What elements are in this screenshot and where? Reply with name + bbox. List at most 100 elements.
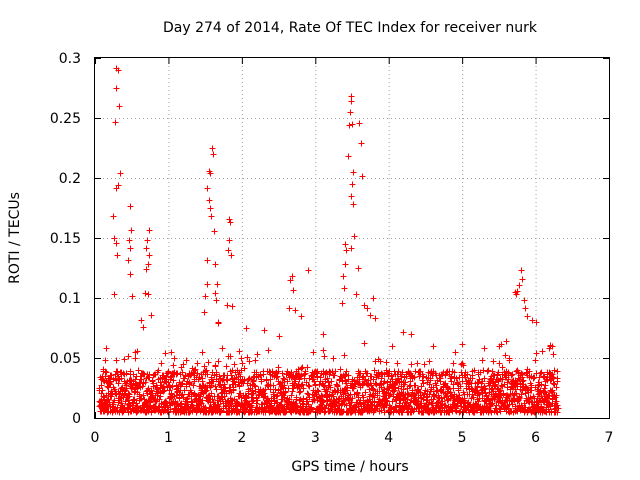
data-point xyxy=(374,372,381,379)
data-point xyxy=(183,396,190,403)
x-tick-label: 3 xyxy=(311,430,320,446)
data-point xyxy=(296,376,303,383)
data-point xyxy=(227,353,234,360)
data-point xyxy=(343,368,350,375)
data-point xyxy=(155,367,162,374)
data-point xyxy=(125,257,132,264)
data-point xyxy=(528,382,535,389)
data-point xyxy=(469,375,476,382)
data-point xyxy=(123,382,130,389)
data-point xyxy=(179,369,186,376)
data-point xyxy=(505,376,512,383)
data-point xyxy=(225,247,232,254)
data-point xyxy=(538,369,545,376)
data-point xyxy=(314,387,321,394)
data-point xyxy=(320,331,327,338)
data-point xyxy=(370,295,377,302)
data-point xyxy=(165,369,172,376)
data-point xyxy=(204,371,211,378)
data-point xyxy=(108,372,115,379)
data-point xyxy=(261,327,268,334)
data-point xyxy=(402,379,409,386)
data-point xyxy=(224,377,231,384)
data-point xyxy=(103,369,110,376)
data-point xyxy=(139,383,146,390)
data-point xyxy=(170,377,177,384)
data-point xyxy=(437,378,444,385)
data-point xyxy=(320,347,327,354)
data-point xyxy=(179,391,186,398)
data-point xyxy=(158,360,165,367)
data-point xyxy=(140,370,147,377)
data-point xyxy=(127,203,134,210)
data-point xyxy=(308,404,315,411)
data-point xyxy=(121,356,128,363)
data-point xyxy=(311,378,318,385)
data-point xyxy=(341,352,348,359)
data-point xyxy=(277,401,284,408)
data-point xyxy=(100,393,107,400)
data-point xyxy=(254,397,261,404)
data-point xyxy=(274,392,281,399)
grid xyxy=(95,58,609,418)
data-point xyxy=(305,382,312,389)
data-point xyxy=(305,401,312,408)
data-point xyxy=(134,408,141,415)
y-tick-label: 0.1 xyxy=(59,291,81,307)
data-point xyxy=(426,358,433,365)
data-point xyxy=(100,377,107,384)
data-point xyxy=(239,360,246,367)
data-point xyxy=(506,357,513,364)
data-point xyxy=(254,351,261,358)
x-tick-label: 4 xyxy=(384,430,393,446)
data-point xyxy=(435,394,442,401)
data-point xyxy=(273,393,280,400)
data-point xyxy=(171,355,178,362)
data-point xyxy=(549,387,556,394)
data-point xyxy=(330,355,337,362)
data-point xyxy=(378,375,385,382)
data-point xyxy=(236,348,243,355)
data-point xyxy=(490,358,497,365)
data-point xyxy=(227,219,234,226)
data-point xyxy=(342,371,349,378)
data-point xyxy=(519,371,526,378)
x-tick-label: 6 xyxy=(531,430,540,446)
data-point xyxy=(343,247,350,254)
data-point xyxy=(368,382,375,389)
data-point xyxy=(274,373,281,380)
data-point xyxy=(345,153,352,160)
data-point xyxy=(400,386,407,393)
data-point xyxy=(498,382,505,389)
data-point xyxy=(524,313,531,320)
data-point xyxy=(470,408,477,415)
data-point xyxy=(99,400,106,407)
data-point xyxy=(361,340,368,347)
data-point xyxy=(381,378,388,385)
data-point xyxy=(116,103,123,110)
data-point xyxy=(103,345,110,352)
data-point xyxy=(160,383,167,390)
data-point xyxy=(341,285,348,292)
data-point xyxy=(406,383,413,390)
data-point xyxy=(394,360,401,367)
data-point xyxy=(143,266,150,273)
data-point xyxy=(542,382,549,389)
data-point xyxy=(126,391,133,398)
data-point xyxy=(367,312,374,319)
data-point xyxy=(550,351,557,358)
data-point xyxy=(505,369,512,376)
x-tick-label: 5 xyxy=(458,430,467,446)
data-point xyxy=(454,380,461,387)
data-point xyxy=(302,368,309,375)
data-point xyxy=(132,355,139,362)
data-point xyxy=(301,371,308,378)
data-point xyxy=(145,291,152,298)
data-point xyxy=(371,367,378,374)
data-point xyxy=(258,378,265,385)
data-point xyxy=(189,399,196,406)
data-point xyxy=(110,213,117,220)
data-point xyxy=(430,343,437,350)
data-point xyxy=(414,360,421,367)
data-point xyxy=(388,372,395,379)
